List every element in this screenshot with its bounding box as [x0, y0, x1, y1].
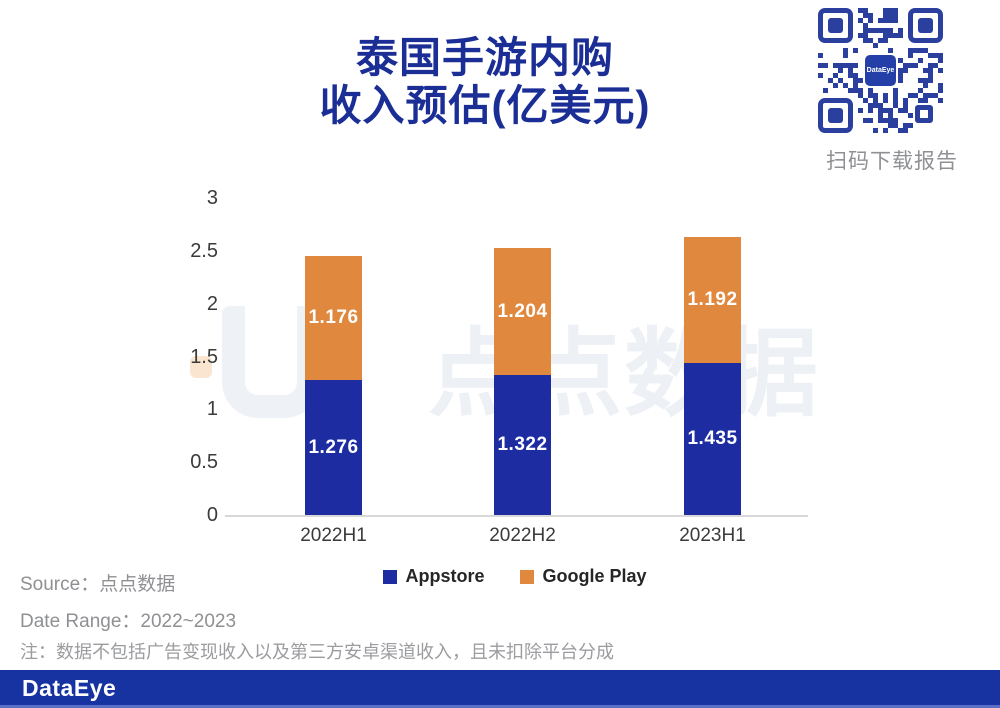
legend-swatch [520, 569, 535, 584]
qr-alignment-icon [915, 105, 933, 123]
legend-item-google-play: Google Play [520, 566, 647, 587]
y-axis: 0 0.5 1 1.5 2 2.5 3 [150, 187, 218, 526]
x-tick-label: 2022H1 [300, 525, 367, 546]
bar-value-label: 1.176 [308, 307, 359, 329]
page-title-line1: 泰国手游内购 [355, 34, 614, 81]
brand-logo: DataEye [22, 675, 117, 701]
y-tick-label: 3 [206, 187, 218, 209]
bar-value-label: 1.435 [687, 428, 738, 450]
x-tick-label: 2023H1 [679, 525, 746, 546]
bar-segment-google-play: 1.204 [494, 248, 551, 376]
x-axis-line [225, 515, 808, 517]
qr-code: DataEye [818, 8, 943, 133]
page-title-line2: 收入预估(亿美元) [319, 82, 651, 129]
bar-value-label: 1.192 [687, 289, 738, 311]
bar-segment-appstore: 1.276 [305, 380, 362, 515]
bar-value-label: 1.204 [497, 300, 548, 322]
qr-finder-icon [908, 8, 943, 43]
bar-2022H1: 1.276 1.176 [305, 198, 362, 515]
bar-value-label: 1.276 [308, 436, 359, 458]
source-note: Source：点点数据 [20, 574, 176, 595]
y-tick-label: 2 [206, 292, 218, 315]
plot-area: 1.276 1.176 2022H1 1.322 1.204 2022H2 1.435 1.1… [225, 198, 808, 546]
y-tick-label: 0.5 [190, 451, 218, 474]
footer-bar: DataEye [0, 670, 1000, 708]
legend-label: Google Play [542, 566, 647, 586]
legend: Appstore Google Play [330, 566, 700, 587]
date-range-note: Date Range：2022~2023 [20, 611, 237, 632]
qr-block: DataEye 扫码下载报告 [818, 8, 978, 175]
x-tick-label: 2022H2 [489, 525, 556, 546]
qr-caption: 扫码下载报告 [826, 150, 958, 173]
bar-segment-appstore: 1.322 [494, 375, 551, 515]
page-title: 泰国手游内购 收入预估(亿美元) [150, 34, 820, 130]
bar-value-label: 1.322 [497, 434, 548, 456]
disclaimer-note: 注：数据不包括广告变现收入以及第三方安卓渠道收入，且未扣除平台分成 [20, 642, 614, 662]
bar-segment-appstore: 1.435 [684, 363, 741, 515]
legend-label: Appstore [405, 566, 485, 586]
qr-finder-icon [818, 98, 853, 133]
bar-2023H1: 1.435 1.192 [684, 198, 741, 515]
qr-center-logo: DataEye [865, 55, 896, 86]
y-tick-label: 1.5 [190, 345, 218, 368]
y-tick-label: 2.5 [190, 239, 218, 262]
bar-segment-google-play: 1.176 [305, 255, 362, 381]
qr-finder-icon [818, 8, 853, 43]
legend-item-appstore: Appstore [383, 566, 484, 587]
y-tick-label: 0 [206, 504, 218, 526]
bar-segment-google-play: 1.192 [684, 237, 741, 364]
legend-swatch [383, 569, 398, 584]
y-tick-label: 1 [206, 398, 218, 421]
bar-2022H2: 1.322 1.204 [494, 198, 551, 515]
